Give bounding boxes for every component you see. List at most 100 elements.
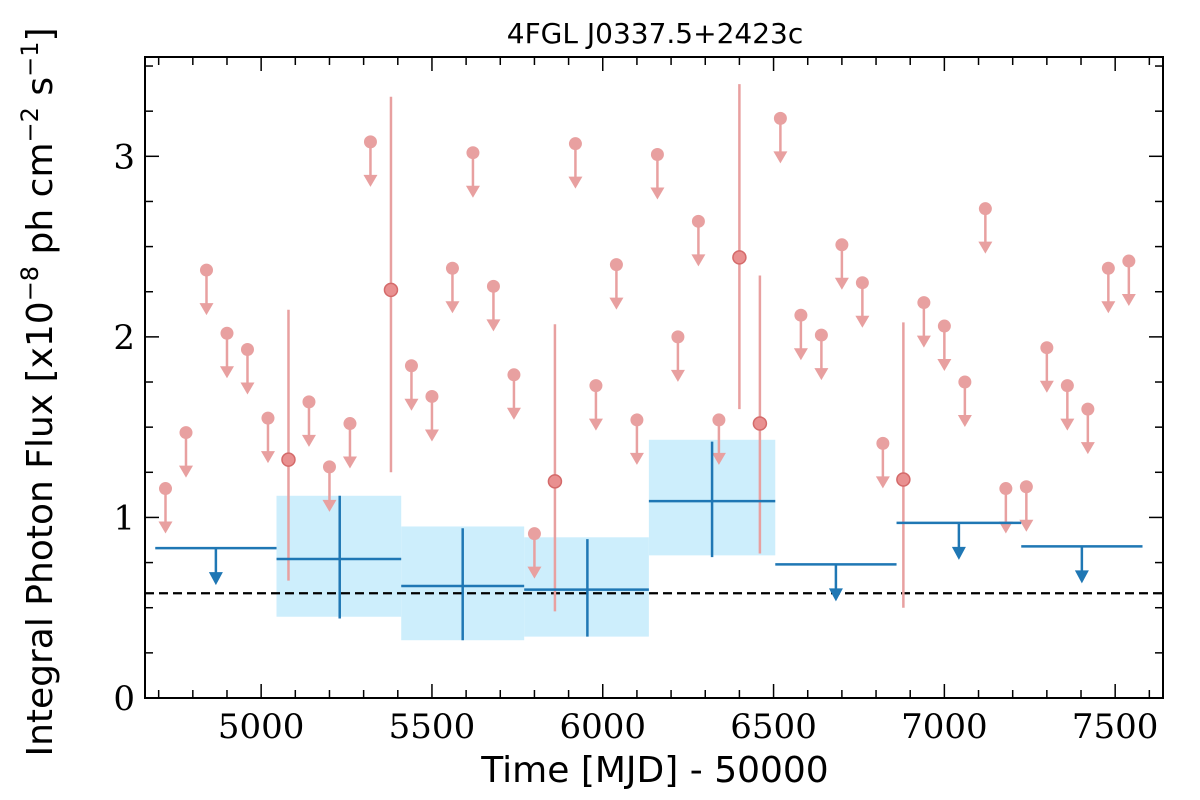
upper-limit-point bbox=[650, 148, 664, 162]
upper-limit-arrow bbox=[158, 521, 173, 534]
upper-limit-arrow bbox=[301, 434, 316, 447]
upper-limit-point bbox=[876, 436, 890, 450]
upper-limit-arrow bbox=[834, 277, 849, 290]
upper-limit-arrow bbox=[322, 499, 337, 512]
upper-limit-point bbox=[507, 368, 521, 382]
upper-limit-arrow bbox=[219, 366, 234, 379]
x-tick-label: 7000 bbox=[901, 707, 988, 747]
detection-point bbox=[732, 250, 747, 265]
upper-limit-arrow bbox=[691, 254, 706, 267]
upper-limit-arrow bbox=[404, 398, 419, 411]
upper-limit-point bbox=[445, 261, 459, 275]
upper-limit-point bbox=[425, 389, 439, 403]
plot-frame bbox=[144, 56, 1164, 699]
upper-limit-point bbox=[343, 417, 357, 431]
upper-limit-arrow bbox=[568, 176, 583, 189]
upper-limit-arrow bbox=[855, 315, 870, 328]
upper-limit-point bbox=[486, 279, 500, 293]
upper-limit-point bbox=[630, 413, 644, 427]
upper-limit-arrow bbox=[178, 465, 193, 478]
upper-limit-arrow bbox=[793, 348, 808, 361]
upper-limit-arrow bbox=[1019, 519, 1034, 532]
upper-limit-point bbox=[814, 328, 828, 342]
upper-limit-point bbox=[958, 375, 972, 389]
detection-point bbox=[547, 474, 563, 489]
upper-limit-point bbox=[794, 308, 808, 322]
upper-limit-point bbox=[773, 111, 787, 125]
x-tick-label: 6000 bbox=[559, 707, 646, 747]
long-bin-upper-limit-arrow bbox=[1074, 570, 1089, 584]
upper-limit-arrow bbox=[199, 303, 214, 316]
upper-limit-point bbox=[1019, 480, 1033, 494]
long-bin-series bbox=[155, 441, 1143, 641]
y-tick-label: 0 bbox=[113, 679, 135, 719]
upper-limit-arrow bbox=[465, 185, 480, 198]
long-bin-upper-limit-arrow bbox=[828, 588, 843, 602]
detection-point bbox=[896, 472, 911, 487]
x-tick-label: 6500 bbox=[730, 707, 817, 747]
upper-limit-arrow bbox=[1121, 294, 1136, 307]
upper-limit-point bbox=[302, 395, 316, 409]
long-bin-upper-limit-arrow bbox=[208, 572, 223, 586]
upper-limit-arrow bbox=[1101, 301, 1116, 314]
detection-point bbox=[281, 452, 296, 467]
upper-limit-arrow bbox=[260, 451, 275, 464]
upper-limit-point bbox=[999, 482, 1013, 496]
upper-limit-point bbox=[609, 258, 623, 272]
upper-limit-arrow bbox=[588, 418, 603, 431]
upper-limit-point bbox=[240, 343, 254, 357]
upper-limit-arrow bbox=[998, 521, 1013, 534]
upper-limit-arrow bbox=[629, 452, 644, 465]
detection-point bbox=[752, 416, 768, 431]
upper-limit-arrow bbox=[937, 359, 952, 372]
upper-limit-point bbox=[671, 330, 685, 344]
upper-limit-arrow bbox=[506, 407, 521, 420]
upper-limit-arrow bbox=[424, 429, 439, 442]
upper-limit-arrow bbox=[1039, 380, 1054, 393]
upper-limit-arrow bbox=[670, 369, 685, 382]
upper-limit-point bbox=[179, 426, 193, 440]
axes: 5000 5500 6000 6500 7000 7500 0 1 2 3 bbox=[113, 56, 1164, 747]
upper-limit-arrow bbox=[875, 476, 890, 489]
short-bin-series bbox=[158, 84, 1136, 612]
upper-limit-point bbox=[1081, 402, 1095, 416]
upper-limit-arrow bbox=[609, 297, 624, 310]
upper-limit-arrow bbox=[1060, 418, 1075, 431]
upper-limit-point bbox=[1122, 254, 1136, 268]
upper-limit-arrow bbox=[711, 452, 726, 465]
upper-limit-point bbox=[937, 319, 951, 333]
upper-limit-arrow bbox=[240, 382, 255, 395]
long-bin-upper-limit-arrow bbox=[951, 546, 966, 560]
y-tick-label: 2 bbox=[113, 318, 135, 358]
y-tick-label: 1 bbox=[113, 498, 135, 538]
x-tick-label: 7500 bbox=[1072, 707, 1159, 747]
chart-title: 4FGL J0337.5+2423c bbox=[507, 17, 803, 50]
upper-limit-arrow bbox=[650, 187, 665, 200]
upper-limit-point bbox=[404, 359, 418, 373]
upper-limit-point bbox=[322, 460, 336, 474]
upper-limit-arrow bbox=[445, 301, 460, 314]
upper-limit-arrow bbox=[814, 368, 829, 381]
upper-limit-point bbox=[199, 263, 213, 277]
upper-limit-arrow bbox=[527, 566, 542, 579]
flux-uncertainty-bands bbox=[276, 439, 776, 641]
x-axis-label: Time [MJD] - 50000 bbox=[480, 750, 828, 791]
upper-limit-arrow bbox=[342, 456, 357, 469]
upper-limit-point bbox=[568, 137, 582, 151]
upper-limit-arrow bbox=[1080, 442, 1095, 455]
upper-limit-point bbox=[261, 411, 275, 425]
upper-limit-point bbox=[978, 202, 992, 216]
upper-limit-point bbox=[1101, 261, 1115, 275]
upper-limit-point bbox=[466, 146, 480, 160]
upper-limit-point bbox=[691, 214, 705, 228]
upper-limit-arrow bbox=[773, 151, 788, 164]
upper-limit-point bbox=[855, 276, 869, 290]
upper-limit-point bbox=[589, 379, 603, 393]
x-tick-label: 5500 bbox=[389, 707, 476, 747]
x-tick-label: 5000 bbox=[218, 707, 305, 747]
upper-limit-point bbox=[220, 326, 234, 340]
upper-limit-point bbox=[1040, 341, 1054, 355]
upper-limit-point bbox=[835, 238, 849, 252]
upper-limit-arrow bbox=[363, 174, 378, 187]
